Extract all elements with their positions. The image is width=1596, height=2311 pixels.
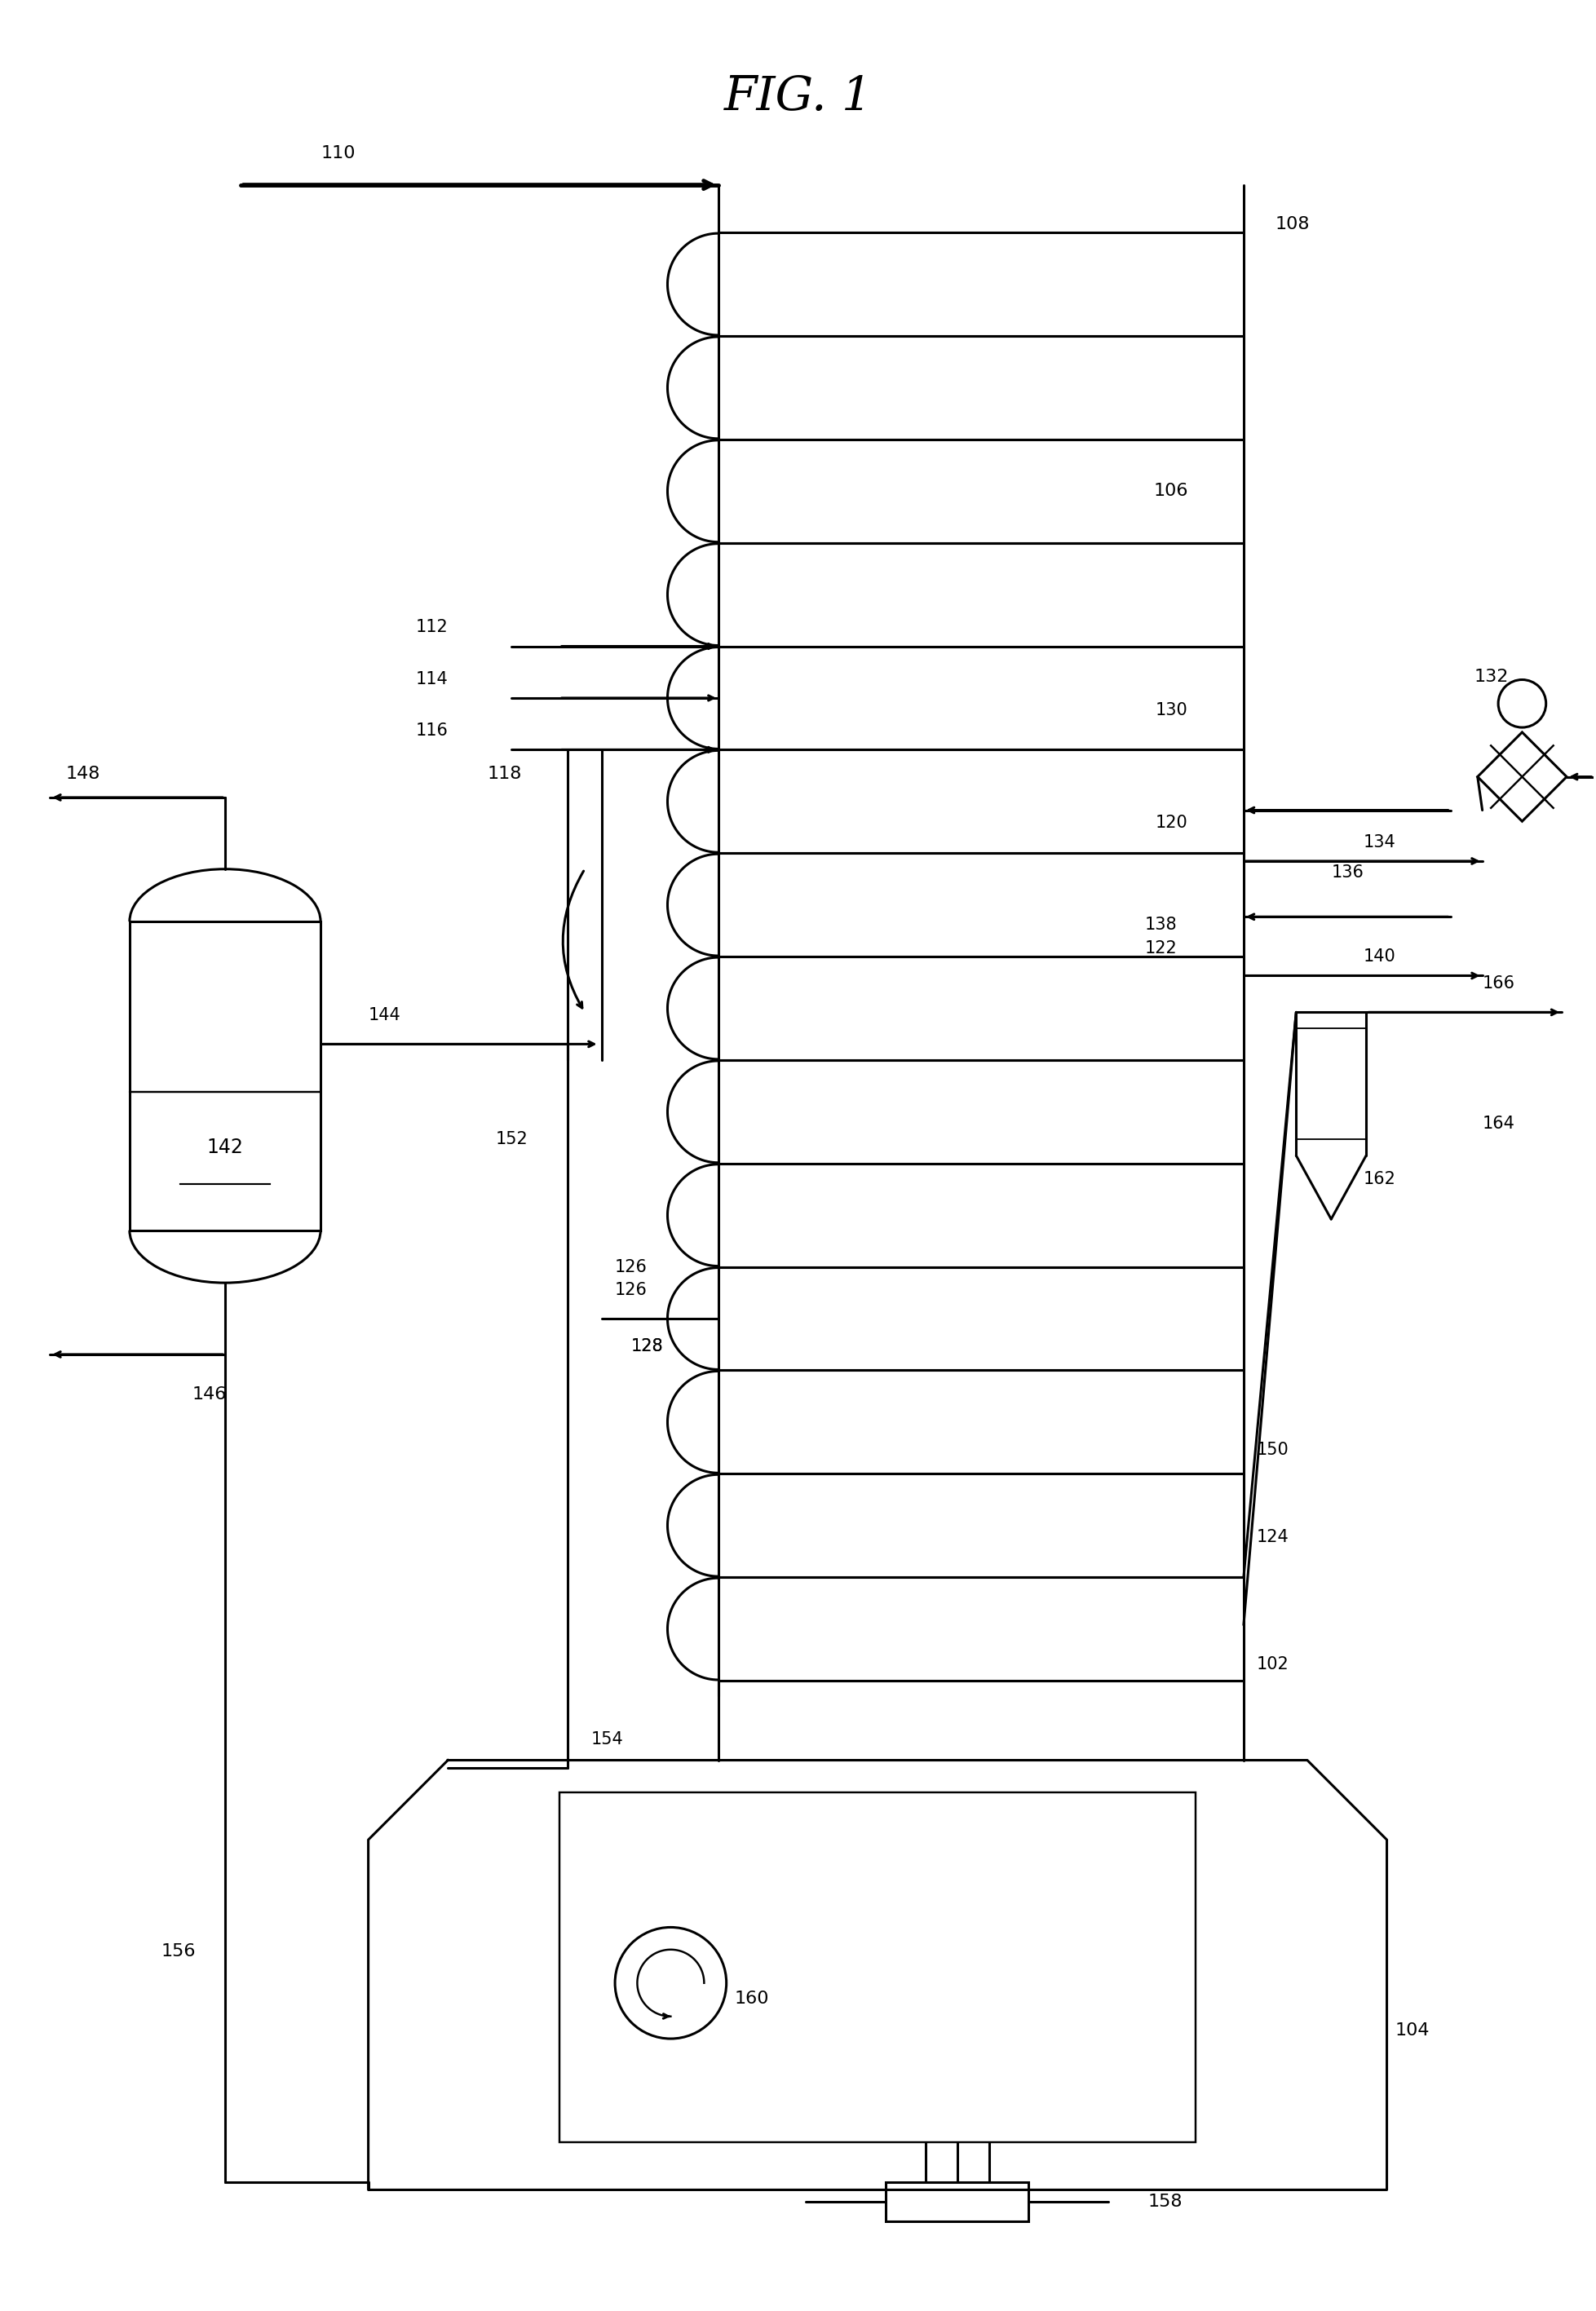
Text: 136: 136 [1331,864,1363,880]
Text: 126: 126 [614,1259,648,1276]
Text: 104: 104 [1395,2022,1430,2038]
Text: 132: 132 [1475,668,1508,684]
Text: 112: 112 [417,619,448,636]
Bar [886,2182,1029,2221]
Text: 128: 128 [630,1338,664,1354]
Text: 102: 102 [1256,1657,1288,1673]
Text: 146: 146 [192,1387,227,1403]
Bar [559,1791,1195,2142]
Text: 114: 114 [417,670,448,686]
Text: 124: 124 [1256,1530,1288,1546]
Text: 166: 166 [1483,975,1515,991]
Text: 108: 108 [1275,217,1310,233]
Text: 118: 118 [488,765,522,781]
Text: 110: 110 [321,146,356,162]
Text: 130: 130 [1156,703,1187,719]
Text: 150: 150 [1256,1442,1288,1458]
Text: 164: 164 [1483,1116,1515,1132]
Text: 128: 128 [630,1338,664,1354]
Text: 138: 138 [1144,917,1176,934]
Text: 162: 162 [1363,1172,1395,1188]
Text: 152: 152 [496,1132,528,1149]
Text: 154: 154 [591,1731,624,1747]
Text: 144: 144 [369,1008,401,1024]
Text: 116: 116 [417,723,448,740]
Text: 142: 142 [207,1137,243,1158]
Text: 106: 106 [1154,483,1187,499]
Text: 134: 134 [1363,834,1395,850]
Text: 126: 126 [614,1283,648,1299]
Text: 156: 156 [161,1944,196,1960]
Bar [129,922,321,1229]
Text: 120: 120 [1156,816,1187,832]
Text: 122: 122 [1144,941,1176,957]
Text: 160: 160 [734,1990,769,2006]
Text: 158: 158 [1148,2193,1183,2209]
Text: 148: 148 [65,765,101,781]
Text: 140: 140 [1363,948,1395,964]
Text: FIG. 1: FIG. 1 [723,74,873,120]
